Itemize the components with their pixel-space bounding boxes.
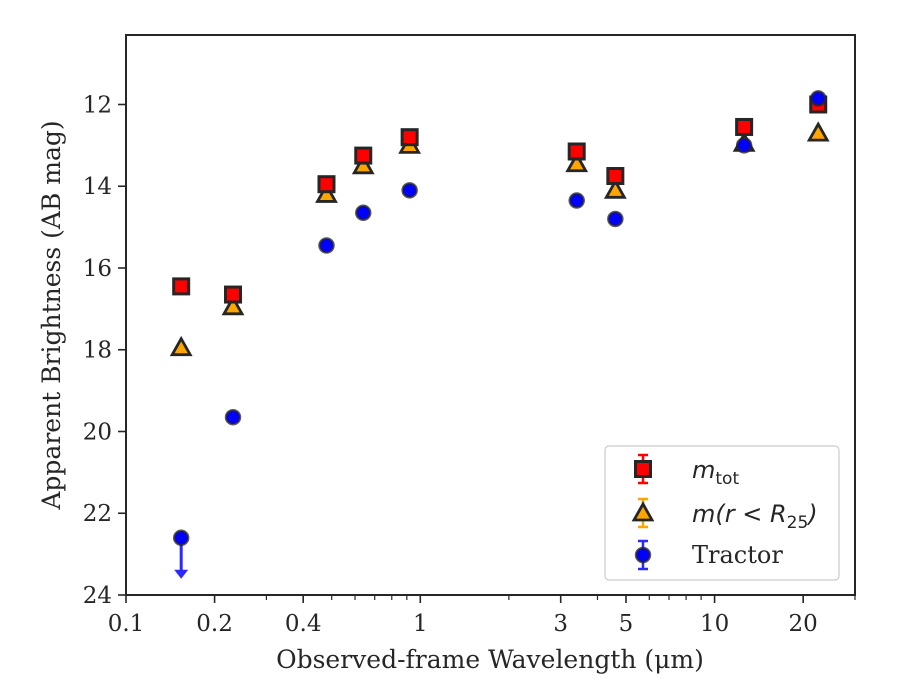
y-axis-ticks: 12 14 16 18 20 22 24 xyxy=(83,92,126,609)
x-axis-label: Observed-frame Wavelength (μm) xyxy=(276,645,704,674)
marker-circle xyxy=(172,529,190,547)
marker-triangle xyxy=(351,153,375,175)
marker-square xyxy=(735,117,754,136)
legend-marker-triangle xyxy=(631,501,655,522)
x-tick-label: 0.4 xyxy=(285,611,322,637)
marker-square xyxy=(400,128,419,147)
marker-triangle xyxy=(221,294,245,316)
marker-circle xyxy=(607,210,624,228)
marker-circle xyxy=(809,90,827,107)
x-tick-label: 0.2 xyxy=(196,611,233,637)
marker-triangle xyxy=(603,178,627,199)
marker-circle xyxy=(224,408,242,426)
data-markers xyxy=(169,90,830,579)
x-tick-label: 0.1 xyxy=(108,611,145,637)
y-tick-label: 16 xyxy=(83,256,112,282)
marker-square xyxy=(567,142,586,161)
x-tick-label: 20 xyxy=(789,611,818,637)
y-axis-label: Apparent Brightness (AB mag) xyxy=(37,120,66,510)
legend-markers xyxy=(631,453,655,571)
y-tick-label: 14 xyxy=(83,174,112,200)
marker-square xyxy=(606,167,625,186)
legend: mtot m(r < R25) Tractor xyxy=(604,445,840,581)
legend-marker-square xyxy=(634,460,652,478)
marker-square xyxy=(354,146,373,165)
marker-triangle xyxy=(806,121,830,142)
marker-circle xyxy=(735,137,753,154)
marker-triangle xyxy=(169,335,193,357)
x-tick-label: 3 xyxy=(553,611,568,637)
marker-triangle xyxy=(565,151,589,173)
marker-square xyxy=(224,285,243,304)
marker-circle xyxy=(568,192,585,209)
marker-triangle xyxy=(315,182,338,203)
upper-limit-arrow-head xyxy=(174,569,189,579)
y-tick-label: 12 xyxy=(83,92,112,118)
legend-label-m-r25: m(r < R25) xyxy=(692,500,818,533)
x-tick-label: 5 xyxy=(619,611,634,637)
marker-square xyxy=(172,277,191,296)
y-tick-label: 18 xyxy=(83,338,112,364)
marker-circle xyxy=(401,182,418,199)
legend-label-mtot: mtot xyxy=(692,456,739,489)
y-tick-label: 24 xyxy=(83,583,112,609)
legend-label-tractor: Tractor xyxy=(692,541,783,569)
legend-marker-circle xyxy=(634,546,652,564)
marker-square xyxy=(317,175,336,194)
marker-circle xyxy=(318,237,335,254)
y-tick-label: 20 xyxy=(83,419,112,445)
marker-circle xyxy=(355,204,372,222)
y-tick-label: 22 xyxy=(83,501,112,527)
x-axis-ticks: 0.1 0.2 0.4 1 3 5 10 20 xyxy=(108,595,856,637)
legend-box xyxy=(604,445,840,581)
x-tick-label: 10 xyxy=(700,611,729,637)
x-tick-label: 1 xyxy=(413,611,428,637)
